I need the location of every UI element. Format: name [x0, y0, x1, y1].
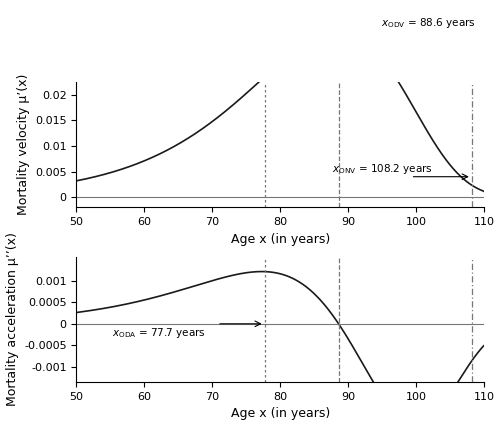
X-axis label: Age x (in years): Age x (in years): [230, 407, 330, 420]
Text: $x_\mathregular{ONV}$ = 108.2 years: $x_\mathregular{ONV}$ = 108.2 years: [332, 162, 433, 176]
X-axis label: Age x (in years): Age x (in years): [230, 233, 330, 246]
Text: $x_\mathregular{ODV}$ = 88.6 years: $x_\mathregular{ODV}$ = 88.6 years: [382, 15, 476, 29]
Text: $x_\mathregular{ODA}$ = 77.7 years: $x_\mathregular{ODA}$ = 77.7 years: [112, 326, 206, 340]
Y-axis label: Mortality velocity μ’(x): Mortality velocity μ’(x): [16, 74, 30, 216]
Y-axis label: Mortality acceleration μ’’(x): Mortality acceleration μ’’(x): [6, 233, 18, 406]
